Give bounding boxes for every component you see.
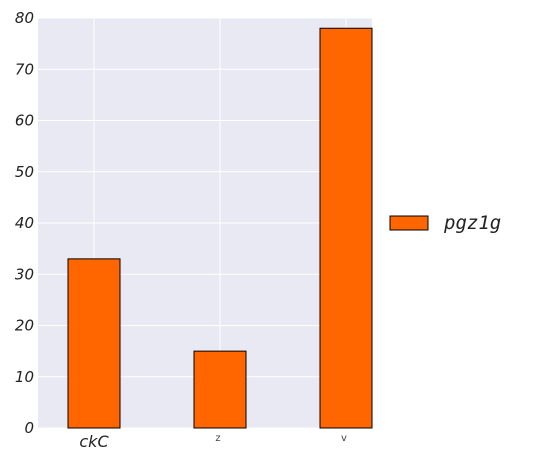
bar-ckC	[67, 258, 121, 429]
bar-v	[319, 27, 373, 429]
y-tick-label: 40	[15, 214, 34, 232]
y-tick-label: 30	[15, 265, 34, 283]
y-tick-label: 80	[15, 9, 34, 27]
x-tick-label: z	[215, 433, 220, 444]
bar-z	[193, 350, 247, 429]
y-tick-label: 0	[24, 419, 34, 437]
legend-swatch	[389, 215, 429, 231]
x-tick-label: v	[341, 433, 347, 444]
legend: pgz1g	[389, 212, 501, 234]
y-tick-label: 70	[15, 60, 34, 78]
legend-label: pgz1g	[443, 212, 501, 234]
y-tick-label: 20	[15, 317, 34, 335]
x-tick-label: ckC	[79, 432, 109, 451]
x-axis-ticks: ckC z v	[79, 432, 347, 451]
y-tick-label: 50	[15, 163, 34, 181]
bars	[67, 27, 373, 429]
y-tick-label: 60	[15, 112, 34, 130]
y-tick-label: 10	[15, 368, 34, 386]
y-axis-ticks: 0 10 20 30 40 50 60 70 80	[15, 9, 34, 437]
